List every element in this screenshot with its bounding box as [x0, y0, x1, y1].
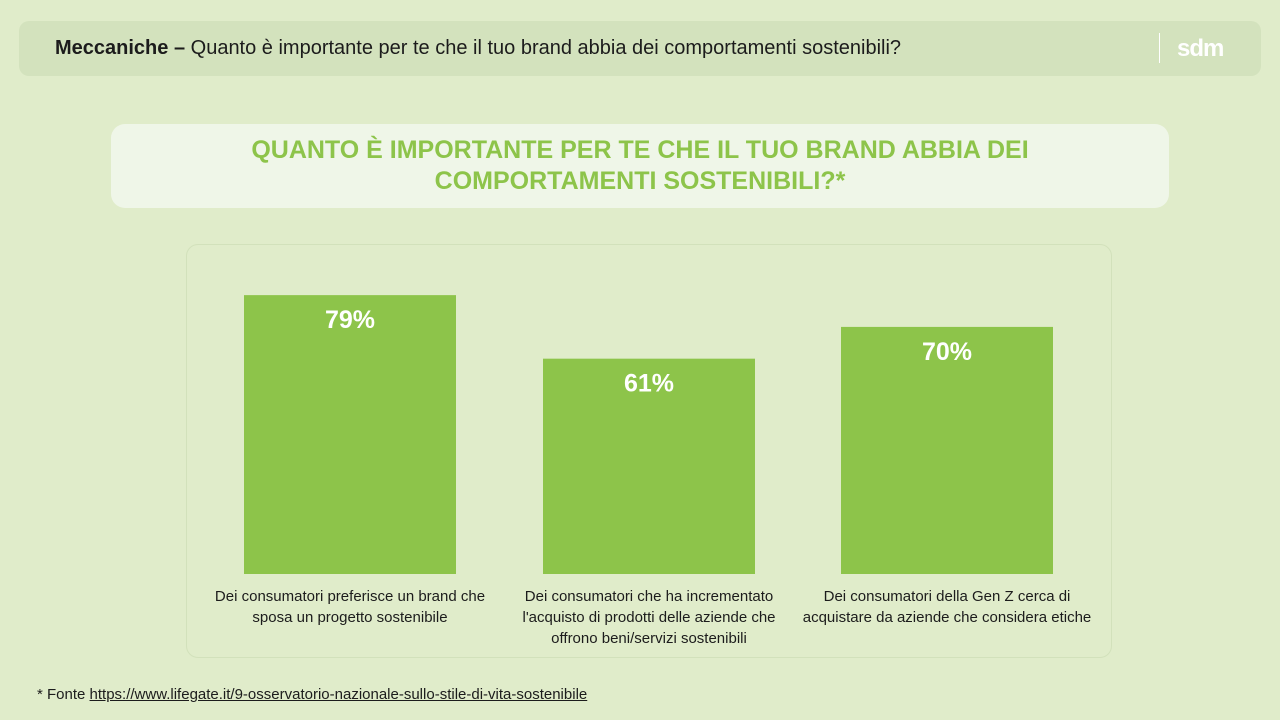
bar-2: [543, 358, 755, 574]
bar-value-label-1: 79%: [325, 306, 375, 334]
category-label-3: Dei consumatori della Gen Z cerca di acq…: [802, 588, 1092, 626]
category-label-2: Dei consumatori che ha incrementato l'ac…: [522, 588, 776, 647]
chart-title-box: QUANTO È IMPORTANTE PER TE CHE IL TUO BR…: [111, 124, 1169, 208]
category-label-1: Dei consumatori preferisce un brand che …: [214, 588, 486, 626]
sdm-logo: sdm: [1177, 35, 1224, 62]
chart-panel: 79% 61% 70% Dei consumatori preferisce un …: [186, 244, 1112, 658]
bar-value-label-3: 70%: [922, 338, 972, 366]
bar-1: [244, 295, 456, 574]
header-divider: [1159, 33, 1160, 63]
header-title-text: Quanto è importante per te che il tuo br…: [185, 37, 902, 59]
header-bar: Meccaniche – Quanto è importante per te …: [19, 21, 1261, 76]
footnote: * Fonte https://www.lifegate.it/9-osserv…: [37, 686, 587, 703]
header-title-bold: Meccaniche –: [55, 37, 186, 59]
bar-chart: 79% 61% 70%: [244, 295, 1053, 574]
header-title: Meccaniche – Quanto è importante per te …: [55, 21, 901, 76]
footnote-prefix: * Fonte: [37, 686, 90, 703]
source-link[interactable]: https://www.lifegate.it/9-osservatorio-n…: [89, 686, 588, 703]
chart-title: QUANTO È IMPORTANTE PER TE CHE IL TUO BR…: [251, 136, 1029, 195]
bar-value-label-2: 61%: [624, 370, 674, 398]
bar-3: [841, 326, 1053, 574]
